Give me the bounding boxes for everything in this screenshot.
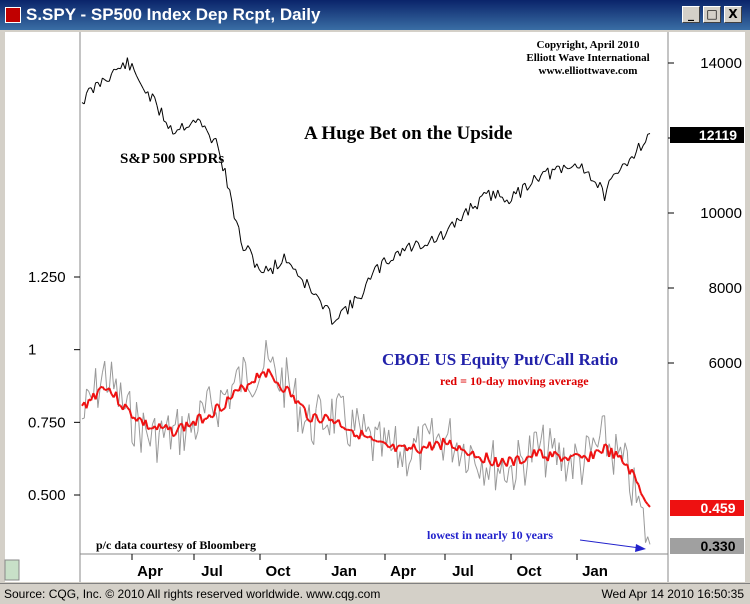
x-axis-tick-label: Jul bbox=[452, 563, 474, 580]
avg-segment bbox=[398, 445, 400, 446]
x-axis-tick-label: Oct bbox=[516, 563, 541, 580]
avg-segment bbox=[221, 410, 223, 412]
avg-segment bbox=[400, 445, 402, 446]
headline: A Huge Bet on the Upside bbox=[304, 123, 513, 144]
avg-last-value: 0.459 bbox=[700, 500, 735, 516]
avg-segment bbox=[557, 454, 559, 456]
avg-segment bbox=[230, 398, 232, 399]
copyright-line-3: www.elliottwave.com bbox=[539, 65, 638, 77]
plot-background bbox=[5, 32, 745, 582]
right-axis-tick-label: 10000 bbox=[700, 205, 742, 222]
avg-segment bbox=[577, 454, 579, 455]
minimize-button[interactable]: _ bbox=[682, 6, 700, 23]
x-axis-tick-label: Oct bbox=[265, 563, 290, 580]
price-last-value: 12119 bbox=[699, 127, 737, 143]
chart-area: 14000120001000080006000 1.25010.7500.500… bbox=[0, 30, 750, 583]
left-axis-tick-label: 0.500 bbox=[28, 487, 66, 504]
title-bar[interactable]: S.SPY - SP500 Index Dep Rcpt, Daily _ □ … bbox=[0, 0, 750, 30]
avg-segment bbox=[423, 447, 425, 448]
price-segment bbox=[243, 250, 245, 251]
avg-segment bbox=[523, 462, 525, 463]
right-axis-tick-label: 8000 bbox=[709, 280, 742, 297]
price-segment bbox=[114, 69, 116, 70]
avg-segment bbox=[521, 462, 523, 463]
avg-segment bbox=[389, 446, 391, 447]
avg-segment bbox=[382, 442, 384, 443]
price-segment bbox=[568, 168, 570, 169]
ratio-last-value: 0.330 bbox=[700, 538, 735, 554]
left-axis-tick-label: 1 bbox=[28, 342, 36, 359]
avg-segment bbox=[509, 457, 511, 459]
avg-segment bbox=[348, 430, 350, 431]
price-series-label: S&P 500 SPDRs bbox=[120, 151, 224, 167]
copyright-line-1: Copyright, April 2010 bbox=[537, 39, 640, 51]
maximize-button[interactable]: □ bbox=[703, 6, 721, 23]
source-note: p/c data courtesy of Bloomberg bbox=[96, 538, 256, 552]
scroll-handle[interactable] bbox=[5, 560, 19, 580]
avg-segment bbox=[223, 408, 225, 410]
avg-segment bbox=[468, 454, 470, 455]
avg-segment bbox=[375, 440, 377, 441]
avg-segment bbox=[212, 416, 214, 417]
avg-segment bbox=[300, 404, 302, 405]
avg-segment bbox=[173, 435, 175, 436]
lowest-note: lowest in nearly 10 years bbox=[427, 528, 553, 542]
avg-segment bbox=[364, 436, 366, 437]
status-source: Source: CQG, Inc. © 2010 All rights rese… bbox=[4, 587, 380, 601]
x-axis-tick-label: Apr bbox=[390, 563, 416, 580]
avg-note: red = 10-day moving average bbox=[440, 374, 589, 388]
left-axis-tick-label: 0.750 bbox=[28, 414, 66, 431]
avg-segment bbox=[477, 457, 479, 458]
ratio-title: CBOE US Equity Put/Call Ratio bbox=[382, 350, 618, 369]
x-axis-tick-label: Jan bbox=[331, 563, 357, 580]
copyright-line-2: Elliott Wave International bbox=[526, 52, 649, 64]
status-timestamp: Wed Apr 14 2010 16:50:35 bbox=[601, 587, 744, 601]
right-axis-tick-label: 6000 bbox=[709, 355, 742, 372]
x-axis-tick-label: Apr bbox=[137, 563, 163, 580]
avg-segment bbox=[139, 418, 141, 419]
avg-segment bbox=[573, 454, 575, 456]
x-axis-tick-label: Jan bbox=[582, 563, 608, 580]
right-axis-tick-label: 14000 bbox=[700, 55, 742, 72]
app-icon bbox=[5, 7, 21, 23]
close-button[interactable]: X bbox=[724, 6, 742, 23]
status-bar: Source: CQG, Inc. © 2010 All rights rese… bbox=[0, 583, 750, 604]
window-title: S.SPY - SP500 Index Dep Rcpt, Daily bbox=[26, 5, 320, 25]
avg-segment bbox=[118, 405, 120, 406]
avg-segment bbox=[605, 444, 607, 445]
avg-segment bbox=[475, 457, 477, 458]
avg-segment bbox=[162, 428, 164, 429]
avg-segment bbox=[148, 428, 150, 429]
x-axis-tick-label: Jul bbox=[201, 563, 223, 580]
left-axis-tick-label: 1.250 bbox=[28, 269, 66, 286]
